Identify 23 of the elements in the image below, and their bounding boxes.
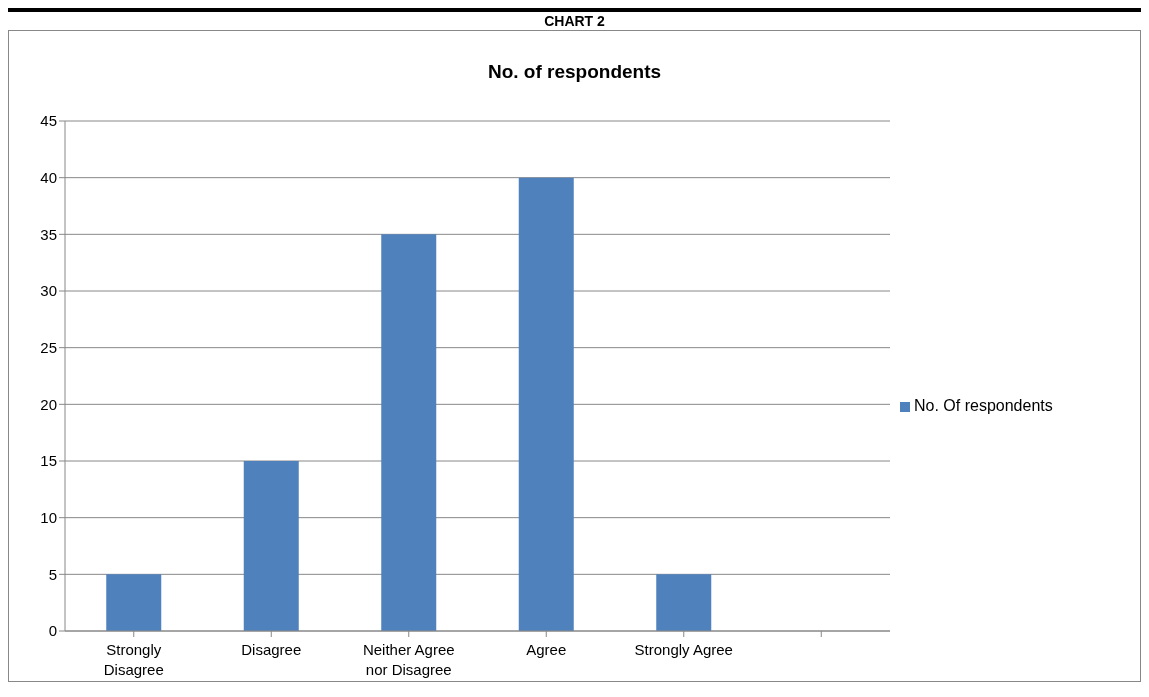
legend-label: No. Of respondents: [914, 397, 1053, 414]
y-tick-label: 25: [40, 338, 57, 356]
y-tick-label: 10: [40, 508, 57, 526]
bar: [518, 177, 574, 631]
y-tick-label: 20: [40, 395, 57, 413]
x-tick-label: Disagree: [241, 641, 302, 658]
bar: [106, 574, 162, 631]
chart-subtitle: No. of respondents: [486, 60, 663, 84]
x-tick-label: Strongly Disagree: [103, 641, 164, 678]
bar: [656, 574, 712, 631]
chart-title: CHART 2: [8, 8, 1141, 30]
y-tick-label: 5: [48, 565, 57, 583]
x-tick-label: Neither Agree nor Disagree: [362, 641, 455, 678]
y-tick-label: 30: [40, 282, 57, 300]
y-tick-label: 40: [40, 168, 57, 186]
x-tick-label: Strongly Agree: [634, 641, 733, 658]
y-tick-label: 45: [40, 112, 57, 130]
y-tick-label: 0: [48, 622, 57, 640]
y-tick-label: 35: [40, 225, 57, 243]
y-tick-label: 15: [40, 452, 57, 470]
bar: [381, 234, 437, 631]
bar: [243, 461, 299, 631]
x-tick-label: Agree: [526, 641, 567, 658]
